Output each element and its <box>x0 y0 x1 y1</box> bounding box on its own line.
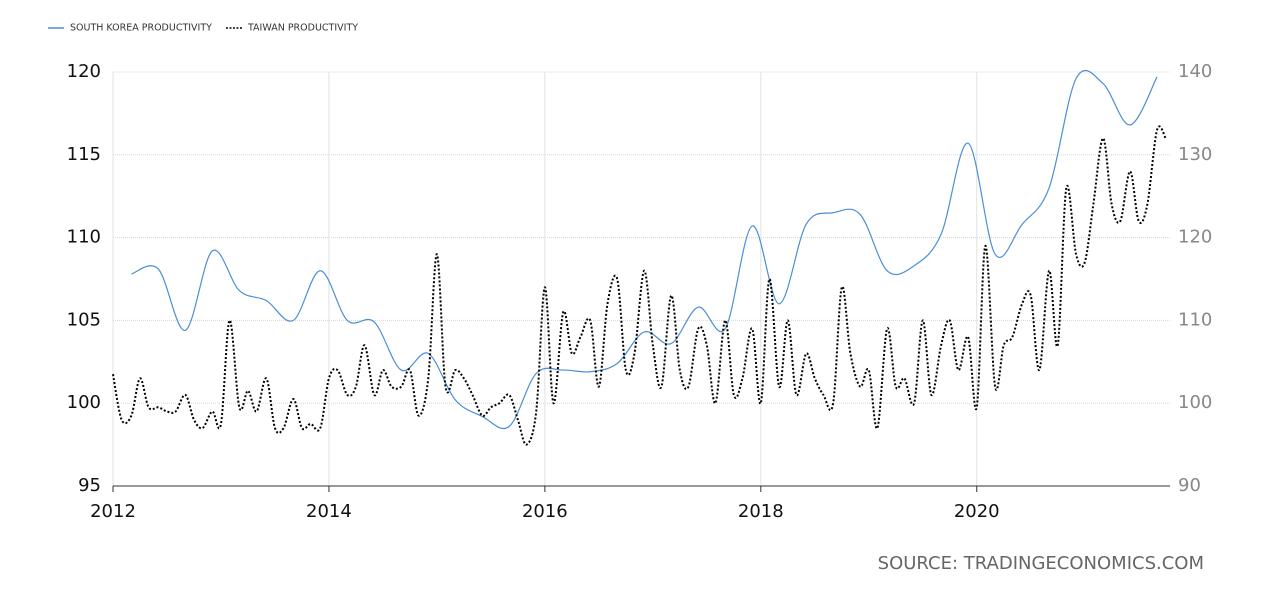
line-series <box>112 125 1167 446</box>
y2-tick-label: 90 <box>1178 475 1201 496</box>
x-tick-label: 2014 <box>306 501 352 522</box>
y-tick-label: 115 <box>67 144 101 165</box>
x-tick-label: 2018 <box>738 501 784 522</box>
legend-label: SOUTH KOREA PRODUCTIVITY <box>70 23 212 34</box>
y2-tick-label: 140 <box>1178 61 1212 82</box>
y2-tick-label: 100 <box>1178 392 1212 413</box>
x-tick-label: 2012 <box>90 501 136 522</box>
y2-tick-label: 120 <box>1178 227 1212 248</box>
source: SOURCE: TRADINGECONOMICS.COM <box>878 553 1204 574</box>
legend-label: TAIWAN PRODUCTIVITY <box>247 23 358 34</box>
y2-tick-label: 110 <box>1178 309 1212 330</box>
y-tick-label: 95 <box>78 475 101 496</box>
y-tick-label: 120 <box>67 61 101 82</box>
y2-tick-label: 130 <box>1178 144 1212 165</box>
x-tick-label: 2020 <box>954 501 1000 522</box>
y-tick-label: 100 <box>67 392 101 413</box>
x-tick-label: 2016 <box>522 501 568 522</box>
y-tick-label: 105 <box>67 309 101 330</box>
y-tick-label: 110 <box>67 227 101 248</box>
line-series <box>131 69 1158 430</box>
